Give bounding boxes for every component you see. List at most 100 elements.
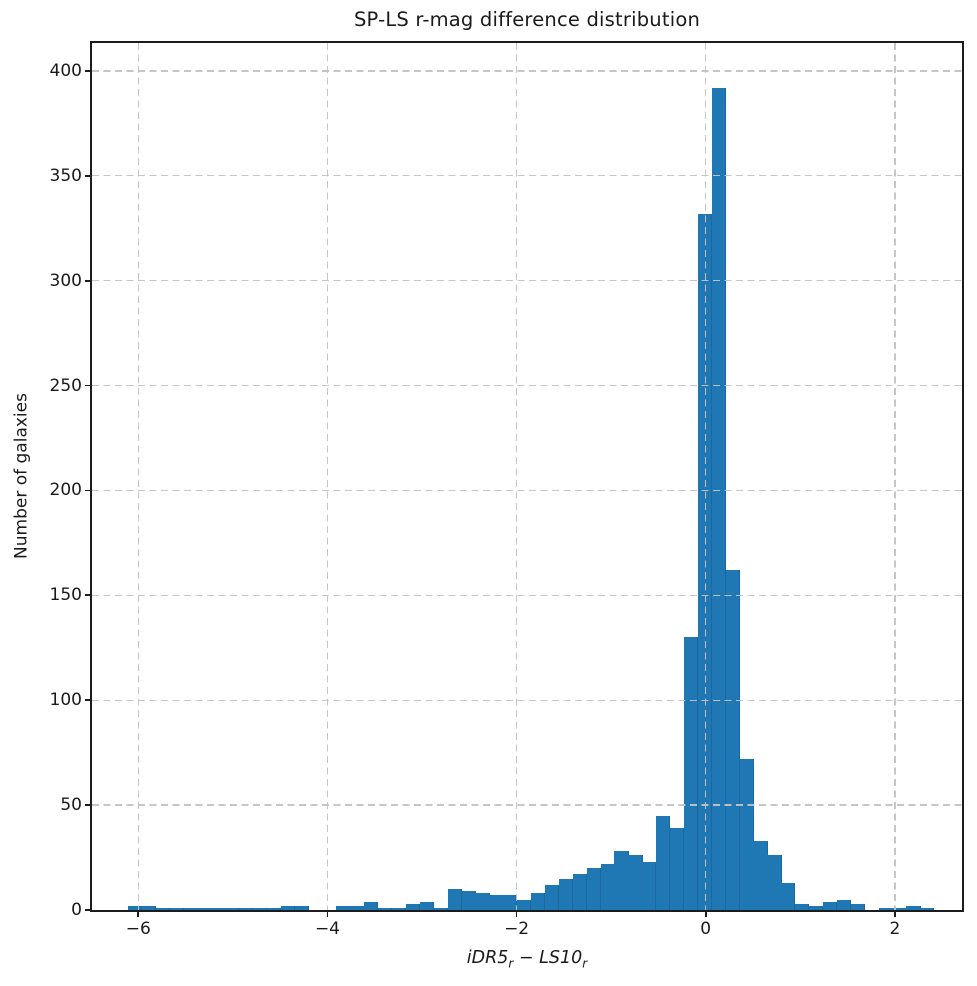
vertical-gridline [326,43,329,910]
histogram-bar [503,895,518,910]
y-tick [85,174,90,177]
horizontal-gridline [92,699,962,701]
histogram-bar [211,907,226,910]
histogram-bar [155,907,170,910]
histogram-bar [531,893,546,910]
y-tick-label: 200 [49,480,82,501]
histogram-bar [558,878,574,910]
histogram-bar [836,899,852,910]
histogram-bar [822,901,838,910]
histogram-bar [697,213,713,910]
histogram-bar [544,884,560,910]
histogram-bar [280,905,296,910]
horizontal-gridline [92,489,962,492]
y-tick-label: 50 [60,795,82,816]
histogram-bar [725,570,740,910]
histogram-bar [239,907,254,910]
y-tick-label: 300 [49,270,82,291]
histogram-bar [141,905,157,910]
x-label-sub1: r [508,956,514,971]
x-tick-label: 0 [700,919,712,939]
histogram-bar [419,901,435,910]
x-label-minus: − [513,948,540,968]
histogram-bar [906,905,921,910]
chart-title: SP-LS r-mag difference distribution [353,8,701,31]
x-tick-label: −6 [125,919,151,939]
histogram-bar [294,905,309,910]
histogram-bar [127,905,143,910]
histogram-bar [809,905,824,910]
y-tick [85,804,90,806]
histogram-bar [572,874,587,910]
histogram-bar [378,907,393,910]
histogram-bar [711,87,726,910]
x-tick [137,912,140,917]
histogram-bar [364,901,379,910]
histogram-bar [642,861,657,910]
histogram-bar [586,868,601,910]
histogram-bar [253,907,268,910]
horizontal-gridline [92,175,962,177]
histogram-bar [350,905,365,910]
histogram-bar [892,907,907,910]
horizontal-gridline [92,384,962,387]
histogram-bar [795,903,810,910]
x-tick-label: −2 [504,919,530,939]
histogram-bar [628,855,643,910]
plot-area [92,43,962,910]
histogram-bar [197,907,212,910]
horizontal-gridline [92,594,962,597]
histogram-bar [475,893,490,910]
horizontal-gridline [92,804,962,806]
histogram-bar [392,907,407,910]
y-tick-label: 400 [49,60,82,81]
histogram-bar [433,907,448,910]
x-tick [893,912,896,917]
x-axis-label: iDR5r − LS10r [92,948,962,971]
histogram-bar [614,851,629,910]
histogram-bar [169,907,184,910]
horizontal-gridline [92,70,962,72]
x-tick [326,912,329,917]
histogram-bar [850,903,865,910]
histogram-bar [920,907,935,910]
histogram-bar [183,907,198,910]
histogram-bar [767,855,782,910]
histogram-bar [266,907,282,910]
x-label-term2: LS10 [539,948,583,968]
y-tick [85,70,90,72]
y-tick [85,384,90,387]
y-tick [85,594,90,597]
y-tick-label: 350 [49,165,82,186]
horizontal-gridline [92,279,962,282]
y-tick-label: 0 [71,900,82,920]
x-tick-label: 2 [889,919,901,939]
histogram-bar [753,840,768,910]
vertical-gridline [515,43,518,910]
histogram-bar [739,758,754,910]
y-tick-label: 250 [49,375,82,396]
histogram-bar [781,882,796,910]
histogram-bar [461,891,476,910]
histogram-bar [447,889,462,910]
x-tick-label: −4 [314,919,340,939]
histogram-bar [656,815,671,910]
y-tick [85,909,90,911]
histogram-bar [683,637,699,910]
y-tick-label: 100 [49,690,82,711]
vertical-gridline [137,43,140,910]
histogram-bar [336,905,351,910]
x-tick [704,912,707,917]
histogram-bar [489,895,504,910]
histogram-bar [878,907,893,910]
x-label-term1: iDR5 [466,948,509,968]
histogram-bar [225,907,240,910]
y-tick [85,279,90,282]
histogram-bar [517,899,532,910]
histogram-bar [600,863,615,910]
y-tick [85,699,90,702]
vertical-gridline [705,43,707,910]
x-tick [515,912,518,917]
histogram-bar [405,903,421,910]
